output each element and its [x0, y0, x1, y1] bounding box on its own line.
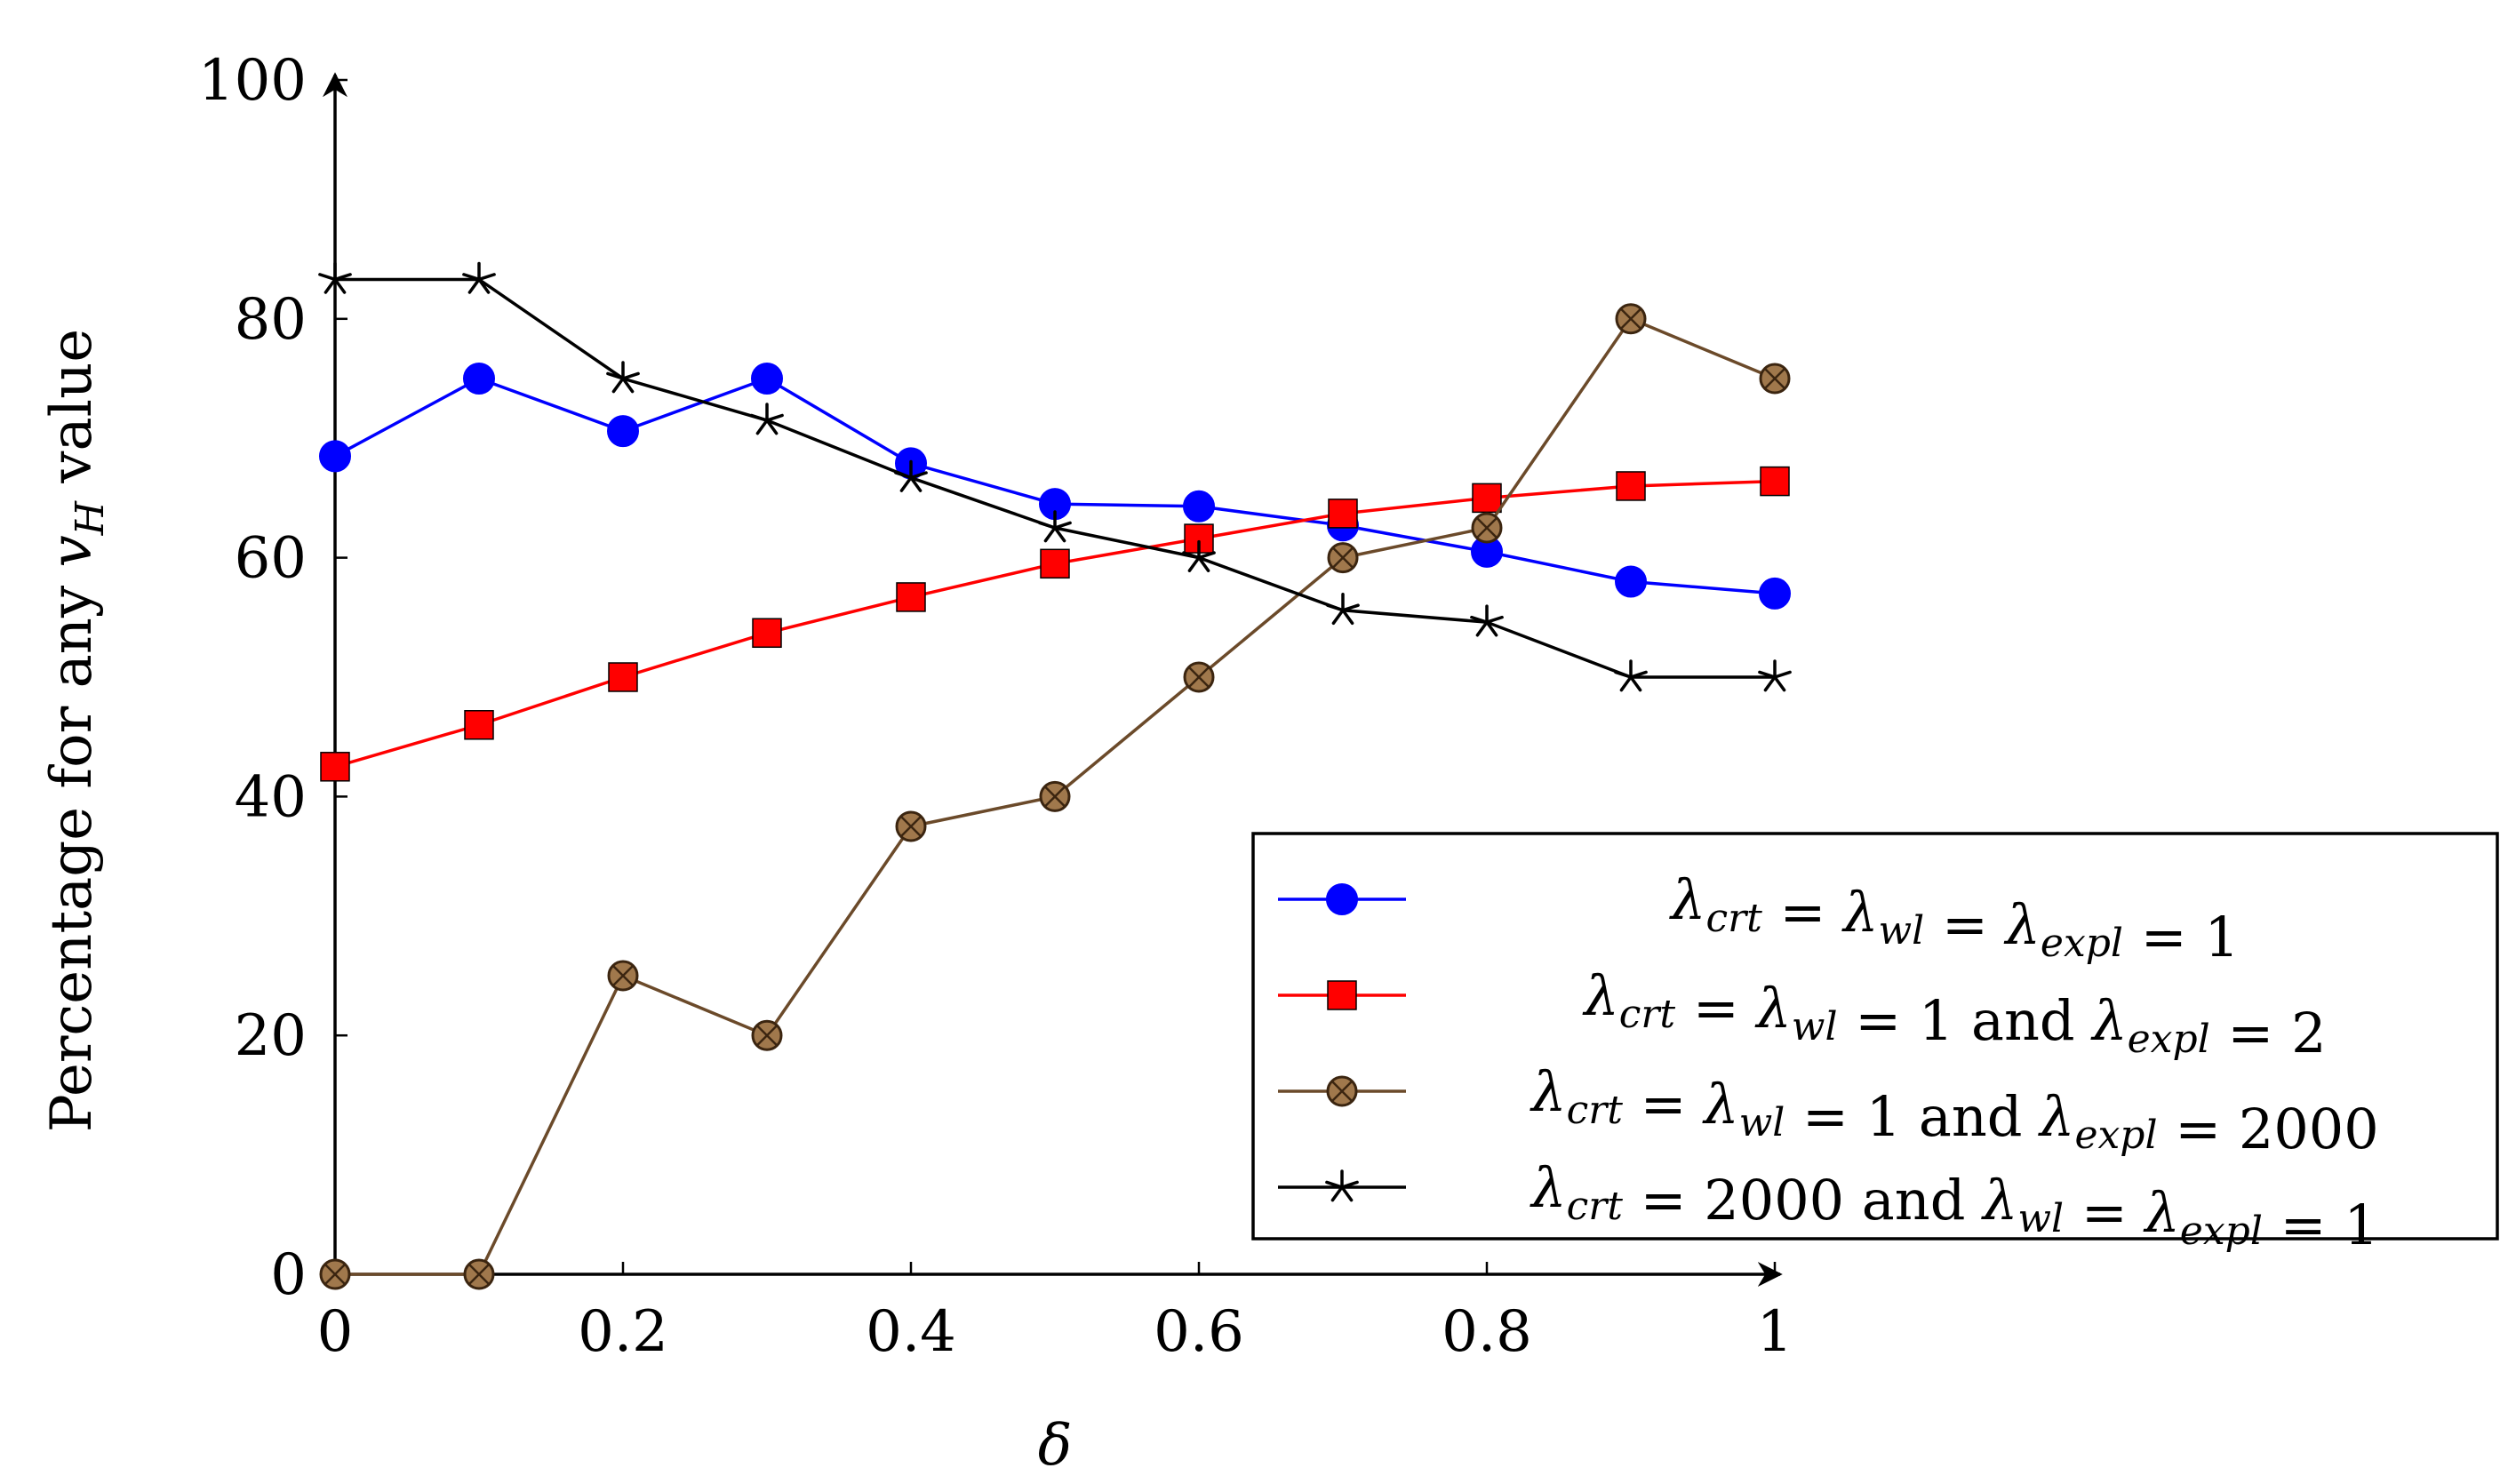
- data-point: [895, 810, 927, 842]
- y-tick-label: 0: [270, 1242, 307, 1308]
- y-axis-title: Percentage for any vH value: [39, 329, 113, 1132]
- data-point: [1040, 548, 1070, 579]
- data-point: [894, 459, 928, 492]
- data-point: [608, 662, 638, 692]
- data-point: [1038, 510, 1072, 543]
- y-tick-label: 100: [198, 48, 307, 114]
- x-tick-label: 1: [1757, 1299, 1793, 1365]
- data-point: [1183, 490, 1215, 523]
- x-tick-label: 0.6: [1154, 1299, 1244, 1365]
- data-point: [1470, 604, 1504, 637]
- data-point: [1615, 303, 1647, 335]
- legend-marker: [1327, 980, 1357, 1010]
- data-point: [463, 1258, 495, 1290]
- legend-entry-1: λcrt = λwl = λexpl = 1: [1278, 867, 2240, 969]
- data-point: [1472, 483, 1502, 514]
- series-1: [319, 363, 1791, 610]
- x-tick-label: 0.2: [578, 1299, 668, 1365]
- legend-label: λcrt = 2000 and λwl = λexpl = 1: [1529, 1155, 2378, 1257]
- data-point: [1327, 542, 1359, 574]
- data-point: [607, 960, 639, 992]
- data-point: [1328, 499, 1358, 529]
- data-point: [1759, 577, 1791, 610]
- x-tick-label: 0.8: [1442, 1299, 1532, 1365]
- legend-label: λcrt = λwl = 1 and λexpl = 2: [1581, 963, 2326, 1065]
- data-point: [318, 261, 352, 294]
- series-3: [319, 303, 1791, 1290]
- y-tick-label: 80: [235, 287, 307, 353]
- data-point: [1616, 471, 1646, 501]
- legend-entry-3: λcrt = λwl = 1 and λexpl = 2000: [1278, 1059, 2379, 1161]
- data-point: [320, 752, 350, 782]
- data-point: [751, 1019, 783, 1051]
- x-axis-title: δ: [1038, 1413, 1073, 1479]
- legend-marker: [1325, 1169, 1359, 1202]
- legend-entry-2: λcrt = λwl = 1 and λexpl = 2: [1278, 963, 2327, 1065]
- data-point: [462, 261, 496, 294]
- data-point: [751, 363, 783, 395]
- data-point: [1471, 512, 1503, 544]
- legend-label: λcrt = λwl = λexpl = 1: [1668, 867, 2240, 969]
- x-tick-label: 0: [317, 1299, 354, 1365]
- data-point: [606, 361, 640, 394]
- legend-box: [1251, 832, 2499, 1241]
- data-point: [1759, 363, 1791, 395]
- legend-label: λcrt = λwl = 1 and λexpl = 2000: [1529, 1059, 2378, 1161]
- data-point: [607, 415, 639, 448]
- data-point: [1758, 659, 1792, 692]
- data-point: [750, 403, 784, 435]
- data-point: [1760, 466, 1790, 497]
- data-point: [1183, 661, 1215, 693]
- data-point: [1615, 565, 1647, 598]
- data-point: [752, 618, 782, 649]
- data-point: [1326, 592, 1360, 626]
- data-point: [896, 582, 926, 612]
- data-point: [319, 440, 351, 473]
- data-point: [1039, 780, 1071, 812]
- series-4: [318, 261, 1792, 692]
- legend-entry-4: λcrt = 2000 and λwl = λexpl = 1: [1278, 1155, 2379, 1257]
- data-point: [319, 1258, 351, 1290]
- legend-marker: [1326, 883, 1358, 915]
- y-tick-label: 20: [235, 1003, 307, 1069]
- data-point: [1182, 539, 1216, 572]
- y-tick-label: 40: [235, 764, 307, 830]
- data-point: [1614, 659, 1648, 692]
- legend-marker: [1326, 1075, 1358, 1107]
- data-point: [464, 710, 494, 740]
- x-tick-label: 0.4: [866, 1299, 956, 1365]
- series-line: [335, 277, 1775, 679]
- axes: 0 0.2 0.4 0.6 0.8 1 0 20 40 60 80 100 δ Percentage fo…: [39, 48, 1793, 1479]
- y-tick-label: 60: [235, 526, 307, 592]
- series-group: [318, 261, 1792, 1290]
- data-point: [463, 363, 495, 395]
